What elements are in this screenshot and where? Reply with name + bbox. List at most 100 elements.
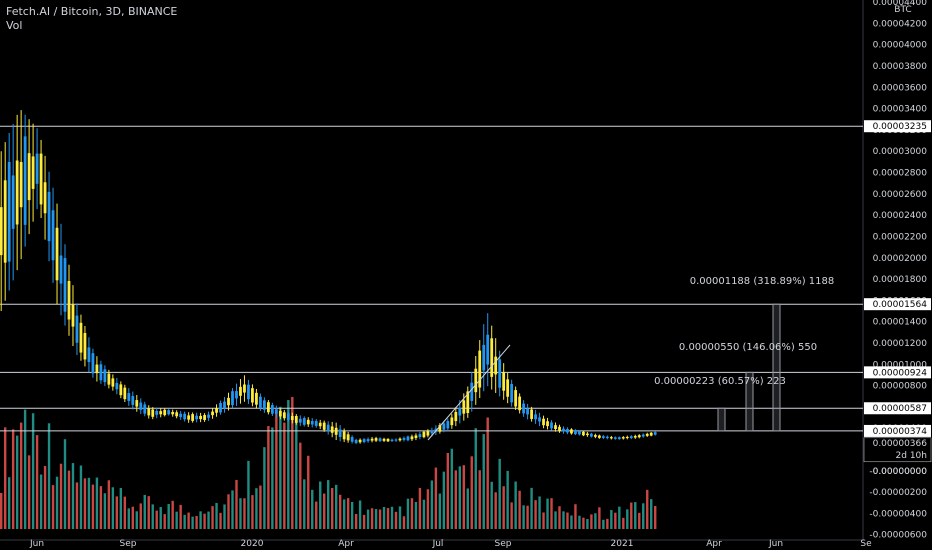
volume-bar	[454, 470, 458, 529]
price-tick-label: 0.00002400	[873, 211, 928, 221]
candle-body	[255, 392, 258, 405]
price-tick-label: -0.00000200	[869, 488, 927, 498]
volume-bar	[514, 481, 517, 529]
volume-bar	[11, 429, 15, 529]
candle-body	[318, 422, 322, 427]
level-label: 0.00000587	[873, 404, 927, 414]
level-label-box	[864, 424, 931, 437]
candle-body	[3, 180, 7, 263]
volume-bar	[115, 496, 119, 529]
candle-body	[430, 430, 434, 434]
candle-body	[566, 429, 569, 433]
level-label: 0.00001564	[873, 300, 928, 310]
level-label: 0.00000374	[873, 427, 928, 437]
candle-body	[155, 410, 159, 415]
current-price-box	[863, 437, 932, 463]
candle-body	[542, 418, 545, 426]
volume-bar	[494, 492, 497, 529]
candle-body	[183, 413, 187, 420]
time-tick-label: Sep	[495, 539, 512, 549]
volume-bar	[438, 493, 442, 529]
candle-body	[398, 438, 402, 441]
time-tick-label: Jun	[768, 539, 783, 549]
candle-body	[270, 405, 274, 414]
volume-bar	[654, 506, 657, 529]
volume-bar	[378, 509, 382, 529]
volume-bar	[578, 515, 581, 529]
volume-bar	[43, 465, 47, 529]
volume-bar	[235, 479, 238, 529]
volume-bar	[251, 495, 254, 529]
volume-bar	[418, 487, 422, 529]
candle-body	[15, 160, 19, 225]
candle-body	[290, 416, 294, 421]
measure-label: 0.00000223 (60.57%) 223	[654, 376, 786, 387]
candle-body	[227, 397, 230, 406]
candle-body	[314, 420, 318, 426]
countdown-label: 2d 10h	[896, 451, 927, 461]
candle-body	[330, 426, 334, 433]
volume-bar	[0, 493, 3, 529]
volume-bar	[123, 496, 127, 529]
candle-body	[570, 429, 573, 434]
price-tick-label: 0.00003600	[873, 83, 928, 93]
candle-body	[582, 431, 585, 436]
candle-body	[211, 411, 214, 416]
candle-body	[334, 427, 338, 435]
candle-body	[641, 434, 645, 437]
candle-body	[151, 409, 155, 417]
volume-bar	[259, 485, 262, 529]
volume-bar	[538, 496, 541, 529]
volume-bar	[530, 487, 533, 529]
measure-box	[717, 407, 726, 432]
volume-bar	[151, 504, 154, 529]
candle-body	[107, 373, 111, 385]
candle-body	[215, 408, 218, 413]
trend-line	[427, 344, 511, 441]
price-tick-label: 0.00001000	[873, 360, 928, 370]
candle-body	[597, 435, 601, 438]
candle-body	[67, 280, 71, 320]
candle-body	[593, 435, 597, 437]
volume-bar	[474, 428, 477, 529]
candle-body	[243, 384, 246, 393]
volume-bar	[594, 513, 597, 529]
volume-bar	[327, 480, 330, 529]
candle-body	[645, 433, 649, 436]
volume-bar	[7, 477, 11, 529]
candle-body	[223, 401, 226, 409]
candle-body	[306, 419, 310, 425]
volume-bar	[490, 481, 493, 529]
candle-body	[605, 436, 609, 439]
volume-bar	[55, 476, 59, 529]
volume-bar	[247, 460, 250, 529]
volume-bar	[95, 477, 99, 529]
candle-body	[590, 433, 593, 437]
volume-bar	[15, 435, 19, 529]
measure-label: 0.00000550 (146.06%) 550	[679, 342, 817, 353]
time-tick-label: Sep	[120, 539, 137, 549]
candle-body	[406, 436, 410, 441]
volume-bar	[239, 498, 242, 529]
candle-body	[203, 415, 206, 420]
candle-body	[450, 417, 454, 426]
volume-bar	[135, 511, 138, 529]
volume-bar	[303, 479, 306, 529]
level-label-box	[864, 402, 931, 415]
volume-bar	[622, 517, 625, 529]
volume-bar	[542, 512, 545, 529]
volume-bar	[446, 452, 450, 529]
volume-bar	[263, 447, 266, 529]
volume-bar	[534, 500, 537, 529]
candle-body	[462, 400, 466, 414]
volume-bar	[614, 512, 617, 529]
volume-bar	[334, 484, 338, 529]
candle-body	[494, 356, 498, 375]
volume-bar	[167, 504, 170, 529]
volume-bar	[99, 486, 103, 529]
volume-bar	[227, 494, 230, 529]
candle-body	[99, 364, 103, 381]
candle-body	[378, 438, 382, 441]
